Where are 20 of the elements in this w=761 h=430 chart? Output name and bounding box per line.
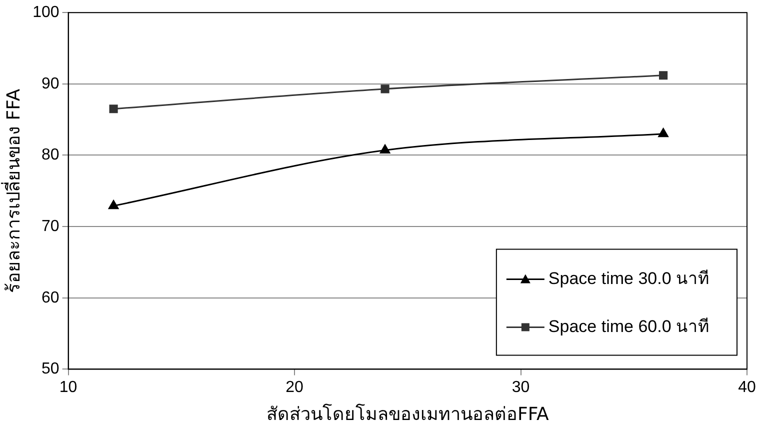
point (380, 84, 390, 94)
point (659, 71, 668, 80)
point (658, 128, 668, 138)
legend-label: Space time 60.0 นาที (548, 316, 710, 336)
x-tick-label: 30 (512, 379, 530, 396)
x-tick-label: 10 (59, 379, 78, 396)
point (380, 144, 390, 154)
y-axis-title: ร้อยละการเปลี่ยนของ FFA (0, 88, 24, 293)
x-tick-label: 40 (738, 379, 756, 396)
point (109, 104, 118, 114)
legend-label: Space time 30.0 นาที (548, 268, 710, 288)
x-axis-title: สัดส่วนโดยโมลของเมทานอลต่อFFA (266, 402, 550, 425)
y-tick-label: 70 (42, 218, 60, 235)
point (108, 200, 119, 210)
y-tick-label: 50 (42, 360, 60, 378)
y-tick-label: 90 (42, 75, 60, 92)
y-tick-label: 100 (32, 4, 60, 22)
y-tick-label: 60 (42, 289, 60, 306)
y-tick-label: 80 (42, 146, 60, 164)
x-tick-label: 20 (286, 379, 304, 396)
